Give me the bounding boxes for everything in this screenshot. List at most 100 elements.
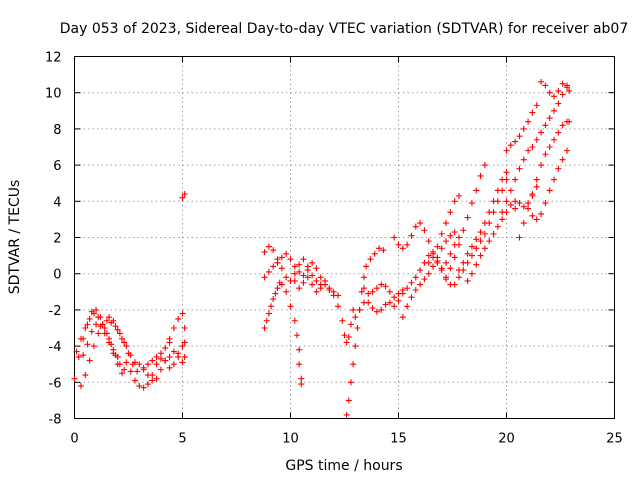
data-point (101, 330, 108, 337)
data-point (131, 377, 138, 384)
data-point (529, 212, 536, 219)
data-point (140, 384, 147, 391)
data-point (538, 78, 545, 85)
data-point (274, 259, 281, 266)
data-point (412, 223, 419, 230)
data-point (525, 118, 532, 125)
data-point (291, 263, 298, 270)
data-point (507, 201, 514, 208)
data-point (399, 286, 406, 293)
data-point (525, 205, 532, 212)
data-point (363, 263, 370, 270)
data-point (291, 317, 298, 324)
data-point (317, 285, 324, 292)
data-point (538, 210, 545, 217)
data-point (555, 87, 562, 94)
data-point (106, 339, 113, 346)
data-point (278, 265, 285, 272)
data-point (157, 366, 164, 373)
data-point (293, 332, 300, 339)
series-sat-d (80, 321, 126, 377)
data-point (404, 241, 411, 248)
data-point (551, 107, 558, 114)
series-sat-n (291, 274, 342, 299)
data-point (95, 330, 102, 337)
data-point (516, 200, 523, 207)
data-point (525, 200, 532, 207)
series-sat-aa (503, 102, 540, 154)
data-point (512, 198, 519, 205)
data-point (296, 346, 303, 353)
data-point (153, 361, 160, 368)
y-tick-label: 8 (53, 123, 61, 138)
ticks-layer: 0 5 10 15 20 25 -8 -6 -4 -2 0 2 4 6 8 10 12 (45, 51, 623, 447)
data-point (473, 236, 480, 243)
x-tick-label: 25 (606, 432, 623, 447)
data-point (283, 274, 290, 281)
data-point (93, 306, 100, 313)
data-point (460, 259, 467, 266)
data-point (153, 375, 160, 382)
data-point (455, 267, 462, 274)
data-point (520, 125, 527, 132)
data-point (529, 144, 536, 150)
data-point (71, 375, 78, 382)
data-point (270, 247, 277, 254)
data-point (119, 335, 126, 342)
data-point (481, 245, 488, 252)
y-tick-label: 0 (53, 268, 61, 283)
x-tick-label: 20 (498, 432, 515, 447)
data-point (529, 192, 536, 199)
data-point (296, 268, 303, 275)
data-point (481, 230, 488, 237)
data-point (179, 310, 186, 317)
data-point (559, 156, 566, 163)
data-point (533, 136, 540, 143)
data-point (291, 277, 298, 284)
data-point (499, 209, 506, 216)
y-tick-label: 2 (53, 232, 61, 247)
y-tick-label: 12 (45, 51, 62, 66)
data-point (339, 317, 346, 324)
data-point (300, 272, 307, 279)
data-point (170, 348, 177, 355)
data-point (166, 353, 173, 360)
data-point (352, 343, 359, 350)
data-point (499, 216, 506, 223)
data-point (412, 274, 419, 281)
data-point (84, 321, 91, 328)
data-point (369, 305, 376, 312)
data-point (468, 243, 475, 250)
data-point (412, 286, 419, 293)
data-point (350, 361, 357, 368)
data-point (166, 339, 173, 346)
data-point (551, 176, 558, 183)
data-point (175, 353, 182, 360)
data-point (309, 272, 316, 279)
data-point (373, 285, 380, 292)
data-point (335, 303, 342, 310)
data-point (512, 205, 519, 212)
data-point (538, 129, 545, 136)
data-point (417, 220, 424, 227)
y-tick-label: -6 (49, 376, 62, 391)
data-point (162, 357, 169, 364)
data-point (309, 281, 316, 288)
data-point (88, 328, 95, 335)
series-sat-ae (538, 78, 573, 100)
data-point (430, 254, 437, 261)
data-point (296, 361, 303, 368)
data-point (425, 259, 432, 266)
data-point (486, 238, 493, 245)
series-sat-g (140, 310, 188, 373)
data-point (559, 80, 566, 87)
data-point (343, 411, 350, 418)
series-sat-i (179, 191, 188, 201)
data-point (468, 270, 475, 277)
data-point (408, 279, 415, 286)
data-point (365, 290, 372, 297)
data-point (136, 361, 143, 368)
series-sat-af (512, 183, 540, 212)
data-point (395, 241, 402, 248)
data-point (140, 366, 147, 373)
